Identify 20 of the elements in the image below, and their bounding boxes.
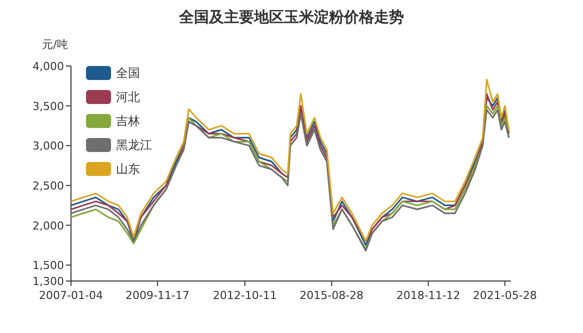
y-axis-title: 元/吨: [42, 38, 68, 51]
y-tick-label: 2,000: [32, 219, 64, 232]
y-tick-label: 2,500: [32, 179, 64, 192]
x-tick-label: 2021-05-28: [472, 289, 537, 302]
chart-title: 全国及主要地区玉米淀粉价格走势: [178, 8, 404, 26]
legend-label: 吉林: [116, 114, 140, 128]
y-tick-label: 3,500: [32, 100, 64, 113]
x-tick-label: 2018-11-12: [396, 289, 460, 302]
y-tick-label: 4,000: [32, 60, 64, 73]
legend-label: 全国: [116, 66, 140, 80]
legend-label: 黑龙江: [116, 138, 152, 152]
legend-label: 河北: [116, 90, 140, 104]
y-tick-label: 3,000: [32, 140, 64, 153]
legend-label: 山东: [116, 162, 140, 176]
x-tick-label: 2007-01-04: [39, 289, 103, 302]
y-tick-label: 1,500: [32, 259, 64, 272]
x-tick-label: 2012-10-11: [212, 289, 277, 302]
y-tick-label: 1,300: [32, 275, 64, 288]
x-tick-label: 2015-08-28: [300, 289, 364, 302]
x-tick-label: 2009-11-17: [126, 289, 190, 302]
